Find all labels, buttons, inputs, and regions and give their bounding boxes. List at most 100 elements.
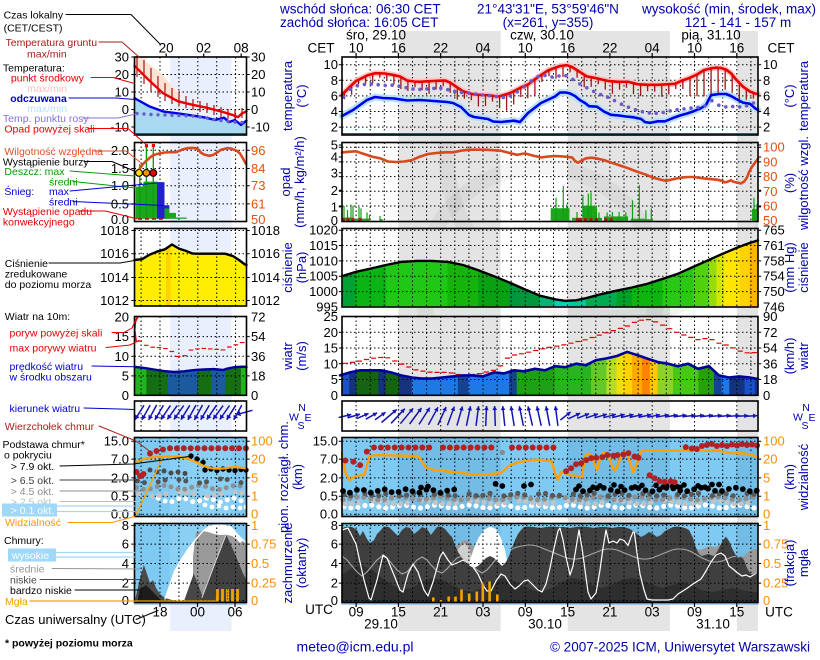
svg-text:pią, 31.10: pią, 31.10 — [681, 28, 740, 43]
svg-text:22: 22 — [602, 41, 617, 56]
svg-text:1018: 1018 — [100, 223, 129, 238]
svg-text:10: 10 — [324, 57, 338, 72]
svg-text:Czas uniwersalny (UTC): Czas uniwersalny (UTC) — [5, 612, 146, 627]
svg-text:(x=261, y=355): (x=261, y=355) — [503, 15, 594, 30]
svg-text:pion. rozciągł. chm.: pion. rozciągł. chm. — [276, 421, 291, 533]
svg-text:0.75: 0.75 — [763, 537, 788, 552]
svg-text:* powyżej poziomu morza: * powyżej poziomu morza — [5, 638, 133, 650]
svg-text:średni: średni — [49, 197, 78, 209]
svg-text:73: 73 — [251, 178, 265, 193]
svg-text:1010: 1010 — [309, 253, 338, 268]
svg-text:0: 0 — [122, 388, 129, 403]
svg-text:opad: opad — [278, 168, 293, 197]
svg-text:1: 1 — [251, 489, 258, 504]
svg-text:N: N — [802, 402, 810, 414]
svg-text:18: 18 — [763, 372, 777, 387]
svg-text:(oktanty): (oktanty) — [294, 538, 309, 589]
svg-text:09: 09 — [349, 605, 364, 620]
svg-text:Śnieg:: Śnieg: — [4, 185, 34, 198]
svg-text:96: 96 — [251, 143, 265, 158]
svg-text:zredukowane: zredukowane — [5, 269, 68, 281]
svg-text:0.5: 0.5 — [251, 556, 269, 571]
svg-text:1000: 1000 — [309, 284, 338, 299]
svg-text:15: 15 — [324, 341, 338, 356]
svg-text:00: 00 — [190, 605, 205, 620]
svg-text:25: 25 — [324, 309, 338, 324]
svg-text:W: W — [289, 412, 299, 424]
svg-text:0: 0 — [331, 593, 338, 608]
svg-text:Temperatura:: Temperatura: — [3, 63, 65, 75]
svg-text:54: 54 — [763, 341, 777, 356]
svg-text:(km): (km) — [290, 464, 305, 490]
svg-text:09: 09 — [518, 605, 533, 620]
svg-text:Opad powyżej skali: Opad powyżej skali — [4, 124, 94, 136]
svg-text:72: 72 — [763, 325, 777, 340]
svg-text:prędkość wiatru: prędkość wiatru — [10, 361, 84, 373]
svg-text:Wierzchołek chmur: Wierzchołek chmur — [5, 421, 95, 433]
svg-text:10: 10 — [115, 85, 129, 100]
svg-text:100: 100 — [763, 140, 785, 155]
svg-text:> 7.9 okt.: > 7.9 okt. — [11, 461, 55, 473]
svg-text:> 6.5 okt.: > 6.5 okt. — [11, 475, 55, 487]
svg-text:Chmury:: Chmury: — [4, 535, 44, 547]
svg-text:(km): (km) — [782, 464, 797, 490]
svg-text:0: 0 — [251, 388, 258, 403]
svg-text:8: 8 — [331, 73, 338, 88]
svg-text:16: 16 — [729, 41, 744, 56]
svg-text:> 4.5 okt.: > 4.5 okt. — [11, 486, 55, 498]
svg-text:20: 20 — [324, 325, 338, 340]
svg-text:Temp. punktu rosy: Temp. punktu rosy — [3, 113, 90, 125]
svg-text:6: 6 — [763, 88, 770, 103]
svg-text:30: 30 — [115, 50, 129, 65]
svg-text:wysokość (min, środek, max): wysokość (min, środek, max) — [641, 2, 816, 17]
svg-text:Wystąpienie opadu: Wystąpienie opadu — [3, 206, 92, 218]
svg-text:4: 4 — [122, 556, 129, 571]
svg-text:31.10: 31.10 — [696, 617, 730, 632]
svg-text:Wilgotność względna: Wilgotność względna — [4, 146, 103, 158]
svg-text:100: 100 — [251, 434, 273, 449]
svg-text:punkt środkowy: punkt środkowy — [11, 73, 85, 85]
svg-text:0.5: 0.5 — [320, 489, 338, 504]
svg-text:wiatr: wiatr — [280, 342, 295, 371]
svg-text:o pokryciu: o pokryciu — [4, 450, 52, 462]
svg-text:09: 09 — [687, 605, 702, 620]
svg-text:E: E — [304, 412, 311, 424]
svg-text:36: 36 — [251, 349, 265, 364]
svg-text:(CET/CEST): (CET/CEST) — [4, 23, 63, 35]
svg-text:29.10: 29.10 — [364, 617, 398, 632]
svg-text:(mm Hg): (mm Hg) — [782, 242, 797, 293]
svg-text:1: 1 — [251, 518, 258, 533]
svg-text:6: 6 — [331, 88, 338, 103]
svg-text:1016: 1016 — [251, 246, 280, 261]
svg-text:04: 04 — [475, 41, 491, 56]
svg-text:1020: 1020 — [309, 223, 338, 238]
svg-text:(m/s): (m/s) — [294, 341, 309, 371]
svg-text:N: N — [298, 402, 306, 414]
svg-text:1012: 1012 — [251, 293, 280, 308]
svg-text:2: 2 — [331, 120, 338, 135]
svg-text:0: 0 — [331, 388, 338, 403]
svg-text:wysokie: wysokie — [11, 550, 50, 562]
svg-text:meteo@icm.edu.pl: meteo@icm.edu.pl — [297, 639, 414, 655]
svg-text:1014: 1014 — [100, 270, 129, 285]
svg-text:do poziomu morza: do poziomu morza — [5, 279, 92, 291]
svg-text:CET: CET — [768, 41, 795, 56]
svg-text:średni: średni — [49, 177, 78, 189]
svg-text:Czas lokalny: Czas lokalny — [4, 10, 64, 22]
svg-text:21°43'31"E, 53°59'46"N: 21°43'31"E, 53°59'46"N — [477, 2, 619, 17]
svg-text:E: E — [808, 412, 815, 424]
svg-text:10: 10 — [251, 85, 265, 100]
svg-text:21: 21 — [602, 605, 617, 620]
svg-text:20: 20 — [115, 310, 129, 325]
svg-text:20: 20 — [763, 452, 777, 467]
svg-text:30.10: 30.10 — [528, 617, 562, 632]
svg-text:Deszcz: max: Deszcz: max — [4, 166, 65, 178]
svg-text:61: 61 — [251, 196, 265, 211]
svg-text:2.0: 2.0 — [111, 470, 129, 485]
svg-text:8: 8 — [763, 73, 770, 88]
svg-text:mgła: mgła — [796, 548, 811, 577]
svg-text:w środku obszaru: w środku obszaru — [9, 372, 92, 384]
svg-text:4: 4 — [331, 104, 338, 119]
svg-text:761: 761 — [763, 238, 785, 253]
svg-text:754: 754 — [763, 269, 785, 284]
